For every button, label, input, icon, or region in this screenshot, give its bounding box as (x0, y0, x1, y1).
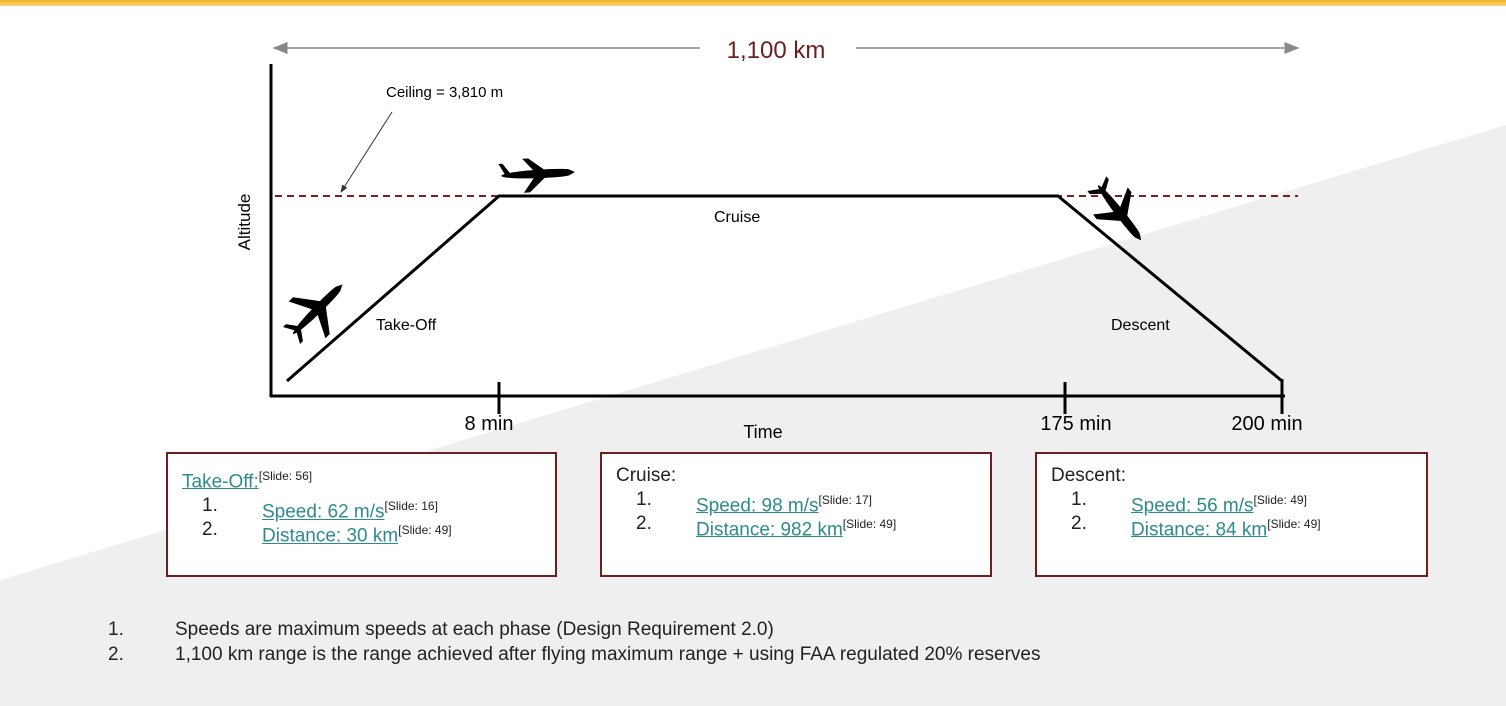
top-accent-bar (0, 0, 1506, 6)
list-item: 2. Distance: 84 km[Slide: 49] (1051, 512, 1426, 540)
footnote-item: 2. 1,100 km range is the range achieved … (108, 642, 1041, 667)
ceiling-label: Ceiling = 3,810 m (386, 84, 503, 101)
takeoff-box: Take-Off:[Slide: 56] 1. Speed: 62 m/s[Sl… (166, 452, 557, 577)
descent-label: Descent (1111, 317, 1170, 334)
takeoff-title-ref: [Slide: 56] (258, 469, 313, 483)
takeoff-distance-link[interactable]: Distance: 30 km (262, 525, 399, 547)
descent-list: 1. Speed: 56 m/s[Slide: 49] 2. Distance:… (1051, 488, 1426, 540)
footnote-text: Speeds are maximum speeds at each phase … (175, 619, 774, 640)
takeoff-box-title: Take-Off:[Slide: 56] (182, 464, 555, 494)
takeoff-list: 1. Speed: 62 m/s[Slide: 16] 2. Distance:… (182, 494, 555, 546)
airplane-climbing-icon (283, 284, 343, 344)
flight-profile-line (286, 194, 1283, 383)
slide-ref: [Slide: 17] (818, 493, 872, 507)
cruise-box: Cruise: 1. Speed: 98 m/s[Slide: 17] 2. D… (600, 452, 992, 577)
footnotes: 1. Speeds are maximum speeds at each pha… (108, 617, 1041, 667)
cruise-list: 1. Speed: 98 m/s[Slide: 17] 2. Distance:… (616, 488, 990, 540)
footnote-item: 1. Speeds are maximum speeds at each pha… (108, 617, 1041, 642)
list-item: 1. Speed: 56 m/s[Slide: 49] (1051, 488, 1426, 516)
descent-distance-link[interactable]: Distance: 84 km (1131, 519, 1268, 541)
tick-label-8-min: 8 min (465, 413, 514, 435)
list-number: 2. (1071, 513, 1087, 534)
tick-label-175-min: 175 min (1040, 413, 1111, 435)
list-number: 1. (202, 495, 218, 517)
cruise-distance-link[interactable]: Distance: 982 km (696, 519, 843, 541)
cruise-speed-link[interactable]: Speed: 98 m/s (696, 495, 819, 517)
footnote-text: 1,100 km range is the range achieved aft… (175, 644, 1041, 665)
takeoff-title-link[interactable]: Take-Off: (182, 471, 259, 493)
descent-box-title: Descent: (1051, 465, 1126, 486)
slide-ref: [Slide: 49] (1267, 517, 1321, 531)
footnote-number: 1. (108, 619, 124, 640)
list-number: 1. (636, 489, 652, 510)
ceiling-pointer (340, 111, 393, 193)
list-item: 1. Speed: 98 m/s[Slide: 17] (616, 488, 990, 516)
list-item: 2. Distance: 982 km[Slide: 49] (616, 512, 990, 540)
list-number: 1. (1071, 489, 1087, 510)
footnote-number: 2. (108, 644, 124, 665)
list-item: 2. Distance: 30 km[Slide: 49] (182, 518, 555, 546)
takeoff-speed-link[interactable]: Speed: 62 m/s (262, 501, 385, 523)
airplane-cruising-icon (498, 158, 575, 193)
slide-ref: [Slide: 49] (398, 523, 452, 538)
cruise-box-title: Cruise: (616, 465, 677, 486)
list-number: 2. (202, 519, 218, 541)
y-axis-label: Altitude (235, 194, 254, 251)
tick-label-200-min: 200 min (1231, 413, 1302, 435)
descent-speed-link[interactable]: Speed: 56 m/s (1131, 495, 1254, 517)
slide-ref: [Slide: 16] (384, 499, 438, 514)
slide-ref: [Slide: 49] (842, 517, 897, 531)
descent-box: Descent: 1. Speed: 56 m/s[Slide: 49] 2. … (1035, 452, 1428, 577)
list-item: 1. Speed: 62 m/s[Slide: 16] (182, 494, 555, 522)
slide-ref: [Slide: 49] (1253, 493, 1307, 507)
airplane-descending-icon (1087, 176, 1142, 241)
range-label: 1,100 km (727, 37, 826, 64)
list-number: 2. (636, 513, 652, 534)
takeoff-label: Take-Off (376, 317, 437, 334)
cruise-label: Cruise (714, 209, 760, 226)
x-axis-label: Time (743, 422, 782, 442)
